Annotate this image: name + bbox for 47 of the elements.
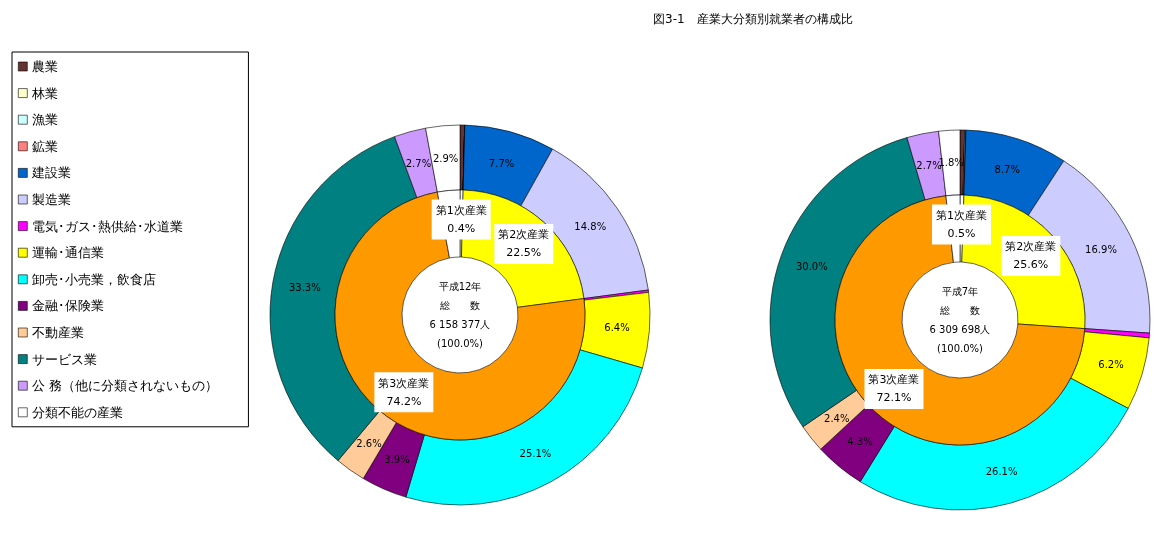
data-label: 6.4% xyxy=(604,322,630,334)
legend-label: 不動産業 xyxy=(32,325,85,340)
text: (100.0%) xyxy=(437,338,484,349)
data-label: 74.2% xyxy=(386,394,422,408)
data-label: 8.7% xyxy=(994,164,1020,176)
legend-label: 漁業 xyxy=(32,112,59,128)
text: 総 数 xyxy=(939,305,980,316)
slice-label: 第3次産業 xyxy=(378,376,430,390)
slice-label: 第2次産業 xyxy=(498,228,550,242)
data-label: 16.9% xyxy=(1085,244,1117,256)
data-label: 26.1% xyxy=(985,466,1018,478)
legend-label: 建設業 xyxy=(31,165,72,181)
data-label: 2.4% xyxy=(824,412,850,424)
legend-label: 卸売･小売業，飲食店 xyxy=(32,271,157,287)
data-label: 3.9% xyxy=(384,453,410,465)
data-label: 6.2% xyxy=(1098,359,1124,371)
data-label: 2.6% xyxy=(356,438,382,450)
legend-label: 運輸･通信業 xyxy=(32,245,105,261)
data-label: 33.3% xyxy=(288,282,321,294)
data-label: 2.7% xyxy=(405,157,432,169)
legend-label: サービス業 xyxy=(32,351,98,367)
text: (100.0%) xyxy=(937,343,984,354)
legend-label: 電気･ガス･熱供給･水道業 xyxy=(32,218,184,234)
legend-label: 公 務（他に分類されないもの） xyxy=(32,378,219,394)
legend-label: 農業 xyxy=(32,59,59,74)
legend-label: 林業 xyxy=(31,85,59,101)
slice-label: 第3次産業 xyxy=(868,373,920,387)
legend-label: 金融･保険業 xyxy=(32,298,105,314)
chart-title: 図3-1 産業大分類別就業者の構成比 xyxy=(653,12,853,26)
data-label: 25.1% xyxy=(519,447,552,459)
data-label: 22.5% xyxy=(506,246,542,260)
data-label: 25.6% xyxy=(1013,258,1049,272)
legend-label: 製造業 xyxy=(32,192,72,207)
text: 平成12年 xyxy=(438,281,482,292)
slice-label: 第2次産業 xyxy=(1005,240,1057,254)
data-label: 14.8% xyxy=(574,220,607,232)
text: 総 数 xyxy=(439,300,480,311)
text: 平成7年 xyxy=(941,286,979,297)
legend-label: 分類不能の産業 xyxy=(32,404,124,420)
data-label: 7.7% xyxy=(488,157,515,169)
legend-label: 鉱業 xyxy=(32,138,59,154)
data-label: 4.3% xyxy=(847,436,873,448)
data-label: 30.0% xyxy=(795,261,828,273)
data-label: 72.1% xyxy=(876,391,912,405)
text: 6 158 377人 xyxy=(429,319,491,330)
data-label: 2.9% xyxy=(432,152,459,164)
text: 6 309 698人 xyxy=(929,324,991,335)
